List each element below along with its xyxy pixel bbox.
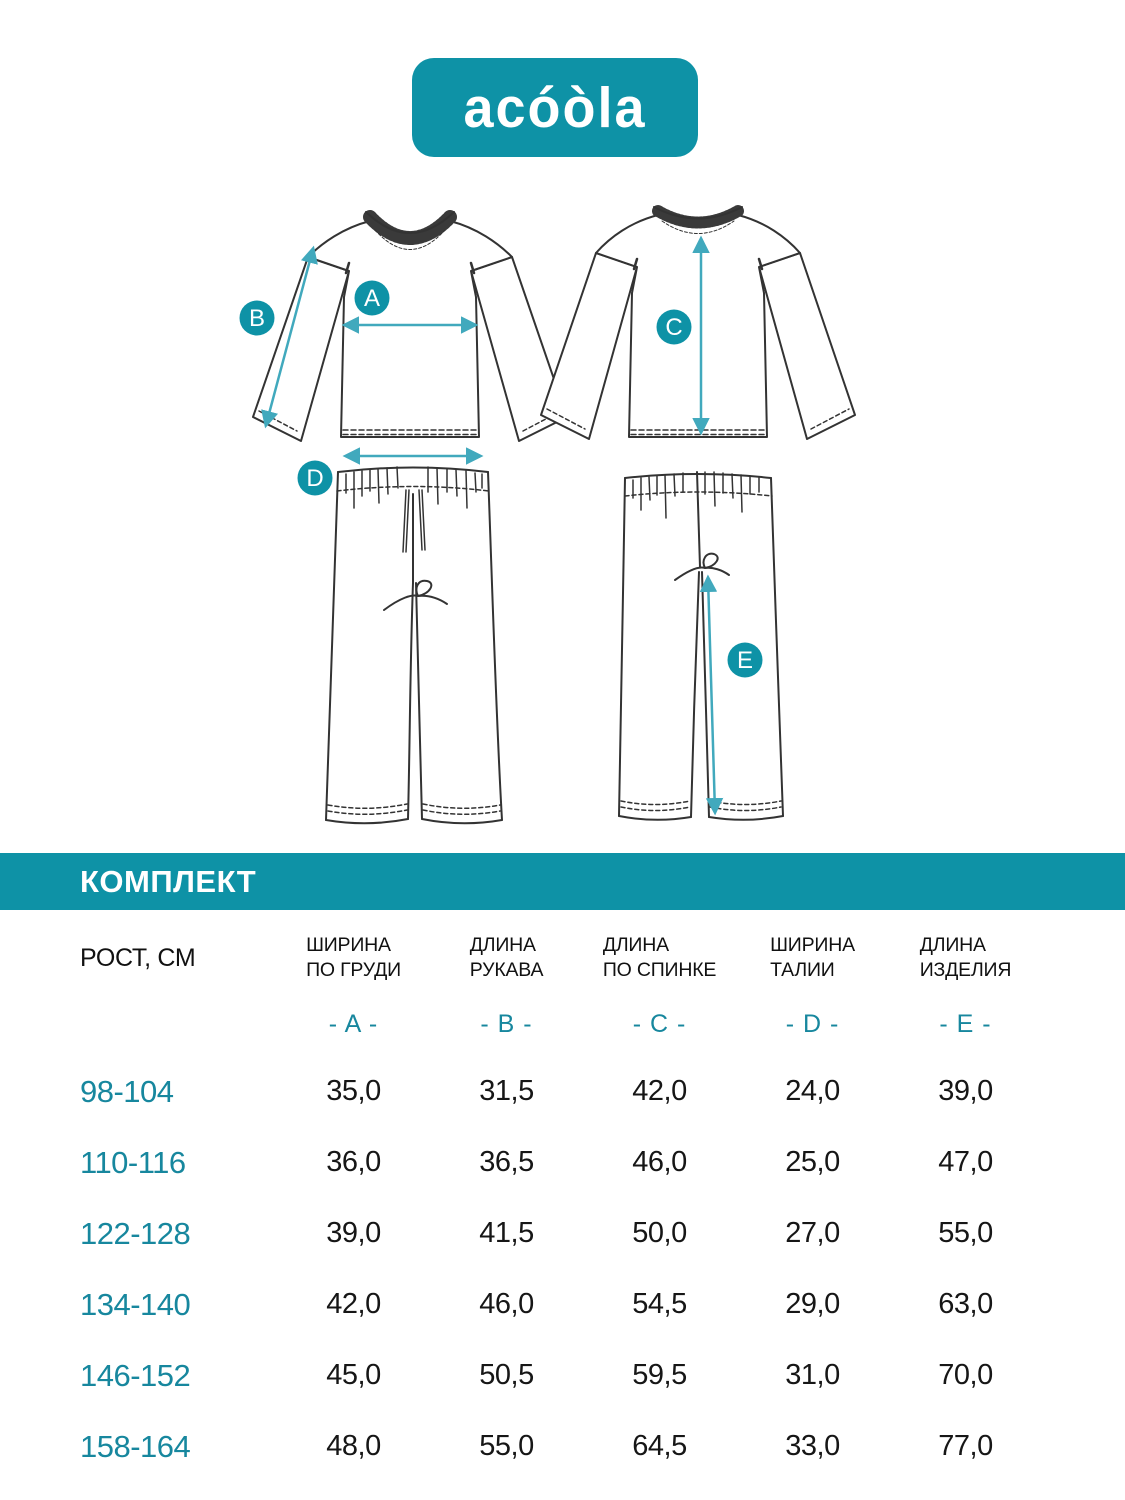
column-header-line: ТАЛИИ xyxy=(770,959,835,981)
table-cell: 50,0 xyxy=(632,1217,687,1249)
column-header-line: ДЛИНА xyxy=(469,934,536,956)
column-letter-c: - C - xyxy=(632,1010,687,1038)
table-cell: 47,0 xyxy=(938,1146,993,1178)
table-title: КОМПЛЕКТ xyxy=(80,863,257,899)
column-header-b: ДЛИНА РУКАВА xyxy=(430,910,583,1006)
table-cell: 45,0 xyxy=(326,1359,381,1391)
brand-logo: acóòla xyxy=(412,58,698,157)
table-cell: 54,5 xyxy=(632,1288,687,1320)
brand-logo-text: acóòla xyxy=(463,76,647,139)
column-letter-b: - B - xyxy=(480,1010,533,1038)
table-cell: 29,0 xyxy=(785,1288,840,1320)
measure-badge-b: B xyxy=(239,300,275,336)
column-letter-d: - D - xyxy=(785,1010,840,1038)
column-header-line: ПО ГРУДИ xyxy=(306,959,401,981)
column-header-e: ДЛИНА ИЗДЕЛИЯ xyxy=(889,910,1042,1006)
svg-text:E: E xyxy=(737,647,753,674)
column-header-line: ДЛИНА xyxy=(602,934,669,956)
table-cell: 25,0 xyxy=(785,1146,840,1178)
svg-text:C: C xyxy=(665,314,682,341)
table-cell: 55,0 xyxy=(938,1217,993,1249)
column-header-line: ШИРИНА xyxy=(306,934,391,956)
row-size-label: 134-140 xyxy=(80,1286,191,1322)
row-size-label: 158-164 xyxy=(80,1428,191,1464)
table-cell: 48,0 xyxy=(326,1430,381,1462)
table-cell: 46,0 xyxy=(479,1288,534,1320)
column-header-a: ШИРИНА ПО ГРУДИ xyxy=(277,910,430,1006)
measure-arrow-e xyxy=(699,574,724,816)
column-header-line: ШИРИНА xyxy=(770,934,855,956)
svg-text:D: D xyxy=(306,465,323,492)
row-size-label: 146-152 xyxy=(80,1357,191,1393)
svg-text:A: A xyxy=(364,285,380,312)
table-cell: 31,0 xyxy=(785,1359,840,1391)
size-table-grid: РОСТ, СМ ШИРИНА ПО ГРУДИ ДЛИНА РУКАВА ДЛИН… xyxy=(0,910,1125,1482)
svg-text:B: B xyxy=(249,305,265,332)
table-cell: 70,0 xyxy=(938,1359,993,1391)
sweater-back-drawing: C xyxy=(540,205,856,440)
row-header: РОСТ, СМ xyxy=(80,943,196,972)
column-header-line: ПО СПИНКЕ xyxy=(602,959,717,981)
table-cell: 39,0 xyxy=(326,1217,381,1249)
row-size-label: 98-104 xyxy=(80,1073,174,1109)
table-cell: 39,0 xyxy=(938,1075,993,1107)
table-cell: 36,5 xyxy=(479,1146,534,1178)
pants-front-drawing: D xyxy=(297,447,503,825)
table-cell: 33,0 xyxy=(785,1430,840,1462)
column-header-d: ШИРИНА ТАЛИИ xyxy=(736,910,889,1006)
column-header-line: РУКАВА xyxy=(469,959,544,981)
table-title-band: КОМПЛЕКТ xyxy=(0,853,1125,910)
table-cell: 24,0 xyxy=(785,1075,840,1107)
column-header-line: ИЗДЕЛИЯ xyxy=(919,959,1012,981)
measure-badge-e: E xyxy=(727,642,763,678)
measure-arrow-b xyxy=(261,245,318,429)
table-cell: 64,5 xyxy=(632,1430,687,1462)
table-cell: 36,0 xyxy=(326,1146,381,1178)
table-cell: 46,0 xyxy=(632,1146,687,1178)
measure-badge-a: A xyxy=(354,280,390,316)
table-cell: 31,5 xyxy=(479,1075,534,1107)
table-cell: 27,0 xyxy=(785,1217,840,1249)
table-cell: 42,0 xyxy=(326,1288,381,1320)
column-header-c: ДЛИНА ПО СПИНКЕ xyxy=(583,910,736,1006)
table-cell: 59,5 xyxy=(632,1359,687,1391)
sweater-front-drawing: A B xyxy=(239,210,568,442)
size-table: КОМПЛЕКТ РОСТ, СМ ШИРИНА ПО ГРУДИ ДЛИНА РУ… xyxy=(0,853,1125,1482)
garment-diagrams: A B C xyxy=(239,205,856,825)
column-letter-e: - E - xyxy=(939,1010,992,1038)
spacer-cell xyxy=(80,1006,277,1056)
pants-back-drawing: E xyxy=(618,471,784,821)
table-cell: 50,5 xyxy=(479,1359,534,1391)
table-cell: 55,0 xyxy=(479,1430,534,1462)
row-size-label: 122-128 xyxy=(80,1215,191,1251)
table-cell: 77,0 xyxy=(938,1430,993,1462)
table-cell: 42,0 xyxy=(632,1075,687,1107)
table-cell: 41,5 xyxy=(479,1217,534,1249)
measure-badge-c: C xyxy=(656,309,692,345)
column-header-line: ДЛИНА xyxy=(919,934,986,956)
row-size-label: 110-116 xyxy=(80,1144,186,1180)
table-cell: 35,0 xyxy=(326,1075,381,1107)
table-cell: 63,0 xyxy=(938,1288,993,1320)
measure-badge-d: D xyxy=(297,460,333,496)
column-letter-a: - A - xyxy=(328,1010,379,1038)
